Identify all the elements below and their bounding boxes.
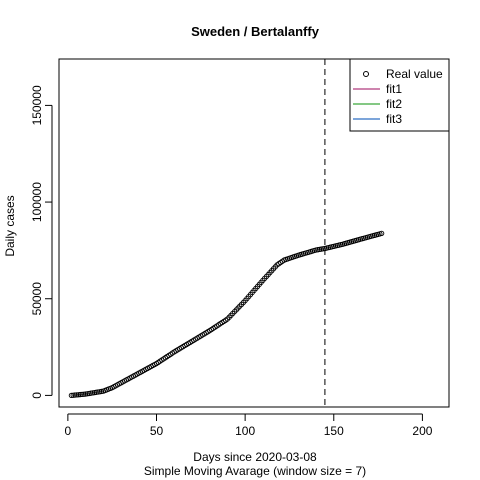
x-tick-label: 100 xyxy=(235,424,255,438)
legend-label: fit3 xyxy=(386,112,402,126)
chart-title: Sweden / Bertalanffy xyxy=(191,24,320,39)
y-axis: 0 50000 100000 150000 xyxy=(30,85,53,399)
data-point xyxy=(74,392,80,398)
data-point xyxy=(68,392,75,399)
x-tick-label: 50 xyxy=(150,424,164,438)
data-point xyxy=(70,392,76,398)
y-tick-label: 100000 xyxy=(30,182,44,222)
legend-point-marker xyxy=(363,71,369,77)
data-point xyxy=(77,391,83,398)
data-point xyxy=(81,391,87,397)
y-tick-label: 50000 xyxy=(30,282,44,316)
data-point xyxy=(79,391,85,398)
x-axis-label: Days since 2020-03-08 xyxy=(193,450,317,464)
legend-label: Real value xyxy=(386,67,443,81)
x-axis: 0 50 100 150 200 xyxy=(65,413,433,438)
legend-label: fit2 xyxy=(386,97,402,111)
x-axis-sublabel: Simple Moving Avarage (window size = 7) xyxy=(144,464,366,478)
x-tick-label: 0 xyxy=(65,424,72,438)
y-tick-label: 0 xyxy=(30,392,44,399)
y-axis-label: Daily cases xyxy=(3,195,17,256)
x-tick-label: 150 xyxy=(324,424,344,438)
legend-label: fit1 xyxy=(386,82,402,96)
data-point xyxy=(75,392,82,398)
data-points xyxy=(68,230,385,399)
x-tick-label: 200 xyxy=(412,424,432,438)
y-tick-label: 150000 xyxy=(30,85,44,125)
plot-area-frame xyxy=(58,58,450,408)
data-point xyxy=(72,392,78,398)
data-point xyxy=(378,230,385,237)
